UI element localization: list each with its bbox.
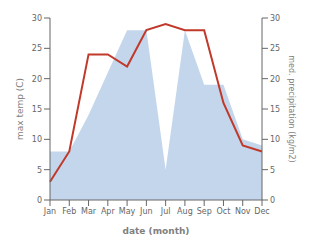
- svg-text:Feb: Feb: [62, 207, 76, 216]
- svg-text:15: 15: [32, 105, 42, 114]
- svg-text:Jun: Jun: [139, 207, 153, 216]
- svg-text:0: 0: [270, 196, 275, 205]
- svg-text:20: 20: [32, 75, 42, 84]
- svg-text:30: 30: [270, 14, 280, 23]
- svg-text:Jul: Jul: [160, 207, 171, 216]
- svg-text:Oct: Oct: [217, 207, 231, 216]
- svg-text:20: 20: [270, 75, 280, 84]
- svg-text:10: 10: [270, 135, 280, 144]
- svg-text:Dec: Dec: [254, 207, 269, 216]
- svg-text:5: 5: [270, 166, 275, 175]
- svg-text:Sep: Sep: [197, 207, 212, 216]
- svg-text:0: 0: [37, 196, 42, 205]
- svg-text:Jan: Jan: [43, 207, 56, 216]
- svg-text:date (month): date (month): [123, 226, 190, 236]
- svg-text:Aug: Aug: [177, 207, 193, 216]
- svg-text:25: 25: [270, 44, 280, 53]
- svg-text:max temp (C): max temp (C): [15, 78, 25, 140]
- svg-text:Nov: Nov: [235, 207, 251, 216]
- svg-text:30: 30: [32, 14, 42, 23]
- svg-text:5: 5: [37, 166, 42, 175]
- svg-text:15: 15: [270, 105, 280, 114]
- svg-text:May: May: [119, 207, 136, 216]
- svg-text:Apr: Apr: [101, 207, 116, 216]
- svg-text:med. precipitation (kg/m2): med. precipitation (kg/m2): [287, 55, 296, 162]
- svg-text:25: 25: [32, 44, 42, 53]
- svg-text:Mar: Mar: [81, 207, 97, 216]
- svg-text:10: 10: [32, 135, 42, 144]
